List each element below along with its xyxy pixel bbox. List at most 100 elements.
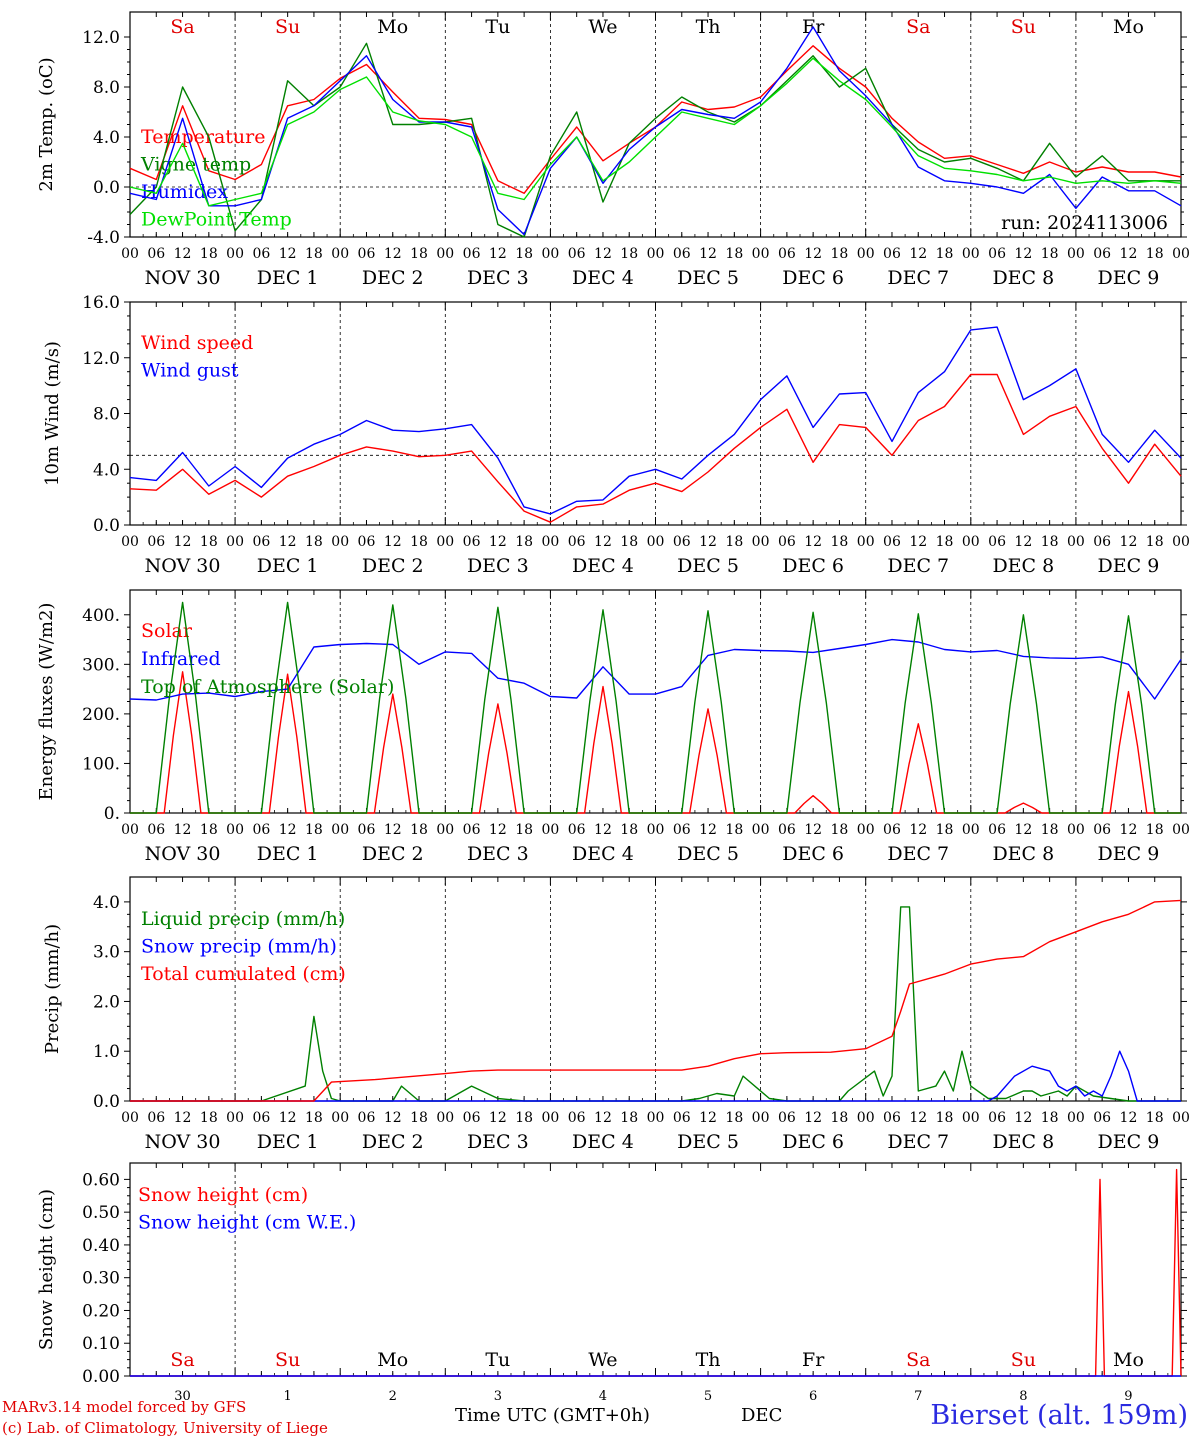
day-number-label: 4	[599, 1389, 607, 1404]
legend-entry: Infrared	[141, 648, 221, 670]
hour-tick-label: 00	[1172, 1110, 1190, 1126]
hour-tick-label: 00	[541, 534, 559, 550]
weekday-label: Mo	[1113, 16, 1144, 38]
hour-tick-label: 00	[1067, 534, 1085, 550]
hour-tick-label: 12	[594, 1110, 612, 1126]
month-label: DEC	[741, 1405, 783, 1426]
day-number-label: 2	[389, 1389, 397, 1404]
hour-tick-label: 12	[1120, 822, 1138, 838]
hour-tick-label: 00	[121, 246, 139, 262]
date-label: DEC 9	[1098, 267, 1160, 289]
hour-tick-label: 18	[200, 822, 218, 838]
model-credit: MARv3.14 model forced by GFS	[2, 1398, 247, 1416]
hour-tick-label: 18	[831, 534, 849, 550]
hour-tick-label: 06	[883, 534, 901, 550]
hour-tick-label: 12	[804, 822, 822, 838]
hour-tick-label: 06	[463, 1110, 481, 1126]
hour-tick-label: 06	[358, 534, 376, 550]
hour-tick-label: 12	[594, 246, 612, 262]
date-label: DEC 7	[887, 555, 949, 577]
date-label: DEC 5	[677, 1131, 739, 1153]
hour-tick-label: 12	[1014, 246, 1032, 262]
lab-credit: (c) Lab. of Climatology, University of L…	[2, 1419, 328, 1437]
hour-tick-label: 06	[252, 1110, 270, 1126]
date-label: DEC 9	[1098, 843, 1160, 865]
date-label: DEC 8	[992, 843, 1054, 865]
y-tick-label: -4.0	[87, 228, 120, 248]
hour-tick-label: 18	[1146, 246, 1164, 262]
y-tick-label: 0.	[104, 804, 120, 824]
hour-tick-label: 18	[620, 822, 638, 838]
hour-tick-label: 06	[147, 246, 165, 262]
y-axis-title: Precip (mm/h)	[42, 924, 63, 1054]
y-tick-label: 8.0	[93, 405, 120, 425]
hour-tick-label: 00	[752, 1110, 770, 1126]
weekday-label: Th	[696, 16, 721, 38]
hour-tick-label: 00	[1067, 822, 1085, 838]
hour-tick-label: 12	[1120, 1110, 1138, 1126]
hour-tick-label: 06	[988, 534, 1006, 550]
date-label: DEC 3	[467, 1131, 529, 1153]
hour-tick-label: 18	[831, 1110, 849, 1126]
date-label: DEC 2	[362, 1131, 424, 1153]
hour-tick-label: 18	[1041, 1110, 1059, 1126]
date-label: DEC 4	[572, 1131, 634, 1153]
y-tick-label: 0.0	[93, 516, 120, 536]
day-number-label: 30	[174, 1389, 191, 1404]
series-line	[129, 42, 1181, 238]
hour-tick-label: 18	[200, 1110, 218, 1126]
date-label: DEC 2	[362, 267, 424, 289]
hour-tick-label: 12	[909, 1110, 927, 1126]
hour-tick-label: 00	[1067, 1110, 1085, 1126]
hour-tick-label: 18	[410, 534, 428, 550]
weekday-label: Su	[275, 16, 300, 38]
hour-tick-label: 18	[936, 822, 954, 838]
hour-tick-label: 18	[1041, 246, 1059, 262]
hour-tick-label: 06	[147, 1110, 165, 1126]
hour-tick-label: 12	[1014, 822, 1032, 838]
legend-entry: Vigne temp	[140, 154, 251, 176]
y-tick-label: 1.0	[93, 1042, 120, 1062]
y-tick-label: 8.0	[93, 78, 120, 98]
hour-tick-label: 18	[831, 822, 849, 838]
hour-tick-label: 06	[358, 1110, 376, 1126]
hour-tick-label: 06	[1093, 534, 1111, 550]
hour-tick-label: 06	[358, 246, 376, 262]
hour-tick-label: 12	[384, 246, 402, 262]
day-number-label: 6	[809, 1389, 817, 1404]
date-label: DEC 8	[992, 555, 1054, 577]
weekday-label: Su	[275, 1349, 300, 1371]
hour-tick-label: 18	[200, 246, 218, 262]
hour-tick-label: 12	[174, 822, 192, 838]
hour-tick-label: 06	[463, 822, 481, 838]
y-axis-title: 2m Temp. (oC)	[36, 57, 57, 191]
legend-entry: Snow height (cm W.E.)	[138, 1212, 356, 1234]
series-line	[129, 373, 1182, 523]
hour-tick-label: 06	[463, 246, 481, 262]
weekday-label: Sa	[170, 1349, 194, 1371]
hour-tick-label: 12	[174, 534, 192, 550]
hour-tick-label: 00	[436, 246, 454, 262]
hour-tick-label: 00	[752, 822, 770, 838]
hour-tick-label: 12	[804, 1110, 822, 1126]
hour-tick-label: 00	[436, 534, 454, 550]
hour-tick-label: 06	[568, 246, 586, 262]
y-tick-label: 4.0	[93, 128, 120, 148]
weekday-label: Su	[1011, 1349, 1036, 1371]
run-label: run: 2024113006	[1001, 212, 1168, 234]
y-tick-label: 400.	[82, 606, 120, 626]
hour-tick-label: 12	[909, 534, 927, 550]
legend-entry: Wind speed	[141, 332, 253, 354]
date-label: DEC 3	[467, 555, 529, 577]
hour-tick-label: 06	[463, 534, 481, 550]
hour-tick-label: 18	[725, 1110, 743, 1126]
hour-tick-label: 00	[647, 534, 665, 550]
hour-tick-label: 12	[174, 246, 192, 262]
hour-tick-label: 00	[226, 1110, 244, 1126]
hour-tick-label: 18	[515, 246, 533, 262]
hour-tick-label: 12	[279, 534, 297, 550]
day-number-label: 7	[914, 1389, 922, 1404]
y-tick-label: 300.	[82, 655, 120, 675]
legend-entry: Top of Atmosphere (Solar)	[141, 676, 394, 698]
y-tick-label: 16.0	[82, 293, 120, 313]
